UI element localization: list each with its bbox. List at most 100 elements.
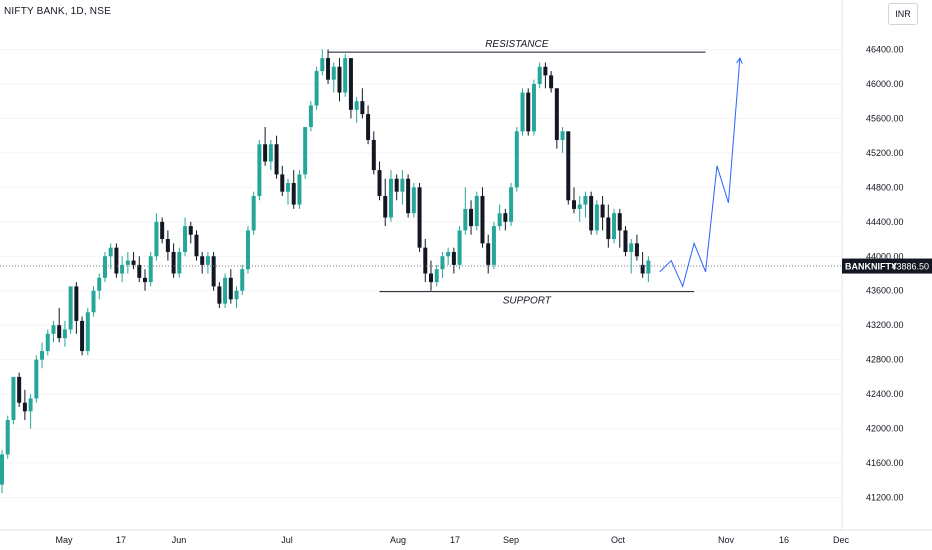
candle [102, 251, 107, 283]
candle [91, 286, 96, 317]
candle [549, 71, 554, 93]
candle [320, 49, 325, 76]
candle-body [331, 66, 336, 80]
candle [177, 247, 182, 278]
candle [634, 234, 639, 261]
candle [617, 208, 622, 248]
candle [223, 273, 228, 308]
candle [314, 66, 319, 110]
candle [240, 264, 245, 296]
candle-body [114, 247, 119, 274]
candle [137, 256, 142, 283]
candle-body [463, 208, 468, 231]
y-tick-label: 42000.00 [866, 424, 904, 434]
candle [377, 161, 382, 201]
candle-body [537, 66, 542, 84]
candle [291, 170, 296, 209]
candle [491, 221, 496, 270]
candle [400, 170, 405, 205]
candle-body [91, 290, 96, 313]
candle-body [274, 144, 279, 175]
candle [188, 221, 193, 244]
projection-layer [659, 57, 743, 288]
price-axis[interactable]: 46400.00 46000.00 45600.00 45200.00 44800.00… [841, 0, 904, 530]
candle [577, 195, 582, 222]
candle [354, 96, 359, 123]
candle-body [17, 376, 22, 403]
candle [623, 226, 628, 257]
candle [228, 269, 233, 304]
candle [97, 273, 102, 300]
candle-body [183, 226, 188, 252]
candle-body [503, 213, 508, 222]
y-tick-label: 45600.00 [866, 113, 904, 123]
candle-body [434, 269, 439, 283]
x-tick-label: Aug [390, 535, 406, 545]
y-tick-label: 46000.00 [866, 79, 904, 89]
candle [337, 58, 342, 102]
candle-body [137, 264, 142, 278]
candle [68, 286, 73, 334]
candle [388, 170, 393, 222]
candle-body [240, 269, 245, 291]
candle-body [68, 286, 73, 330]
candle [446, 247, 451, 265]
candle-body [360, 101, 365, 115]
projection-path[interactable] [659, 58, 741, 288]
candle-body [566, 131, 571, 201]
candle-body [97, 277, 102, 291]
candle-body [337, 66, 342, 93]
candle-body [245, 230, 250, 270]
candle [583, 191, 588, 218]
candle [469, 200, 474, 235]
candle-body [303, 127, 308, 175]
candle-body [411, 187, 416, 214]
candle [45, 329, 50, 356]
y-tick-label: 45200.00 [866, 148, 904, 158]
y-tick-label: 43600.00 [866, 286, 904, 296]
candle-body [600, 204, 605, 218]
candle [303, 127, 308, 179]
candle-body [80, 320, 85, 352]
candle-body [583, 195, 588, 205]
candle-body [74, 286, 79, 321]
candle-body [469, 208, 474, 227]
x-tick-label: 17 [116, 535, 126, 545]
candle-body [560, 131, 565, 140]
candle [629, 239, 634, 274]
candle-body [646, 260, 651, 274]
candle-body [28, 398, 33, 412]
candle-body [34, 359, 39, 399]
y-tick-label: 44400.00 [866, 217, 904, 227]
candle [406, 174, 411, 218]
candle-body [629, 243, 634, 252]
x-tick-label: 17 [450, 535, 460, 545]
candle [51, 320, 56, 343]
candle-body [251, 195, 256, 231]
candle-body [211, 256, 216, 287]
x-tick-label: Sep [503, 535, 519, 545]
candle-body [171, 251, 176, 274]
price-tag-value: 43886.50 [891, 262, 929, 272]
time-axis[interactable]: May 17 Jun Jul Aug 17 Sep Oct Nov 16 Dec [0, 529, 932, 545]
candle [263, 127, 268, 166]
candle-body [486, 243, 491, 265]
candle [440, 251, 445, 278]
candle [11, 376, 16, 425]
candle-body [509, 187, 514, 222]
support-label: SUPPORT [503, 296, 552, 307]
last-price-tag: BANKNIFTY 43886.50 [842, 258, 932, 274]
candle [251, 191, 256, 235]
candle-body [474, 195, 479, 227]
candle [28, 394, 33, 429]
y-grid [0, 49, 842, 498]
candle-body [451, 251, 456, 265]
candle-body [589, 195, 594, 231]
candle-body [497, 213, 502, 227]
candle-body [394, 178, 399, 192]
currency-button[interactable]: INR [888, 3, 918, 25]
candle [217, 282, 222, 308]
y-tick-label: 41600.00 [866, 458, 904, 468]
candle [80, 316, 85, 356]
